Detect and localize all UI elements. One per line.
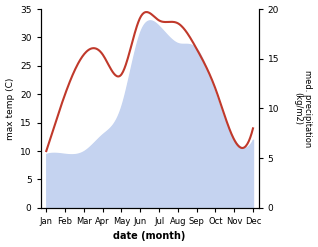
Y-axis label: max temp (C): max temp (C) — [5, 77, 15, 140]
X-axis label: date (month): date (month) — [114, 231, 186, 242]
Y-axis label: med. precipitation
(kg/m2): med. precipitation (kg/m2) — [293, 70, 313, 147]
